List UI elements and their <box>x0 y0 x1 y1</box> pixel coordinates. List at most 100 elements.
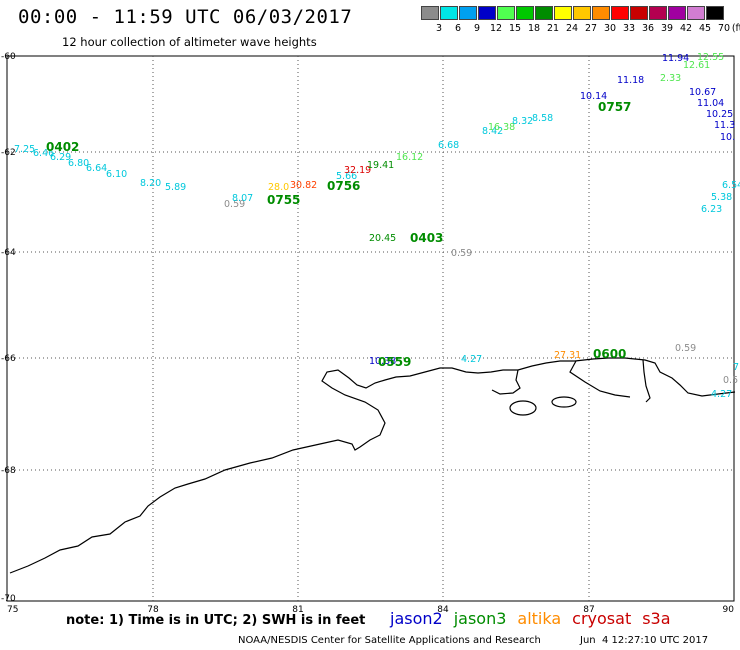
latitude-tick-label: -70 <box>1 594 16 604</box>
map-title: 00:00 - 11:59 UTC 06/03/2017 <box>18 6 353 28</box>
latitude-tick-label: -60 <box>1 52 16 62</box>
latitude-tick-label: -66 <box>1 354 16 364</box>
satellite-legend: jason2 jason3 altika cryosat s3a <box>390 609 682 628</box>
legend-label: 36 <box>641 23 655 34</box>
wave-height-label: 10.14 <box>580 91 607 102</box>
wave-height-label: 4.27 <box>711 389 732 400</box>
wave-height-label: 10. <box>720 132 735 143</box>
longitude-tick-label: 90 <box>723 605 735 615</box>
longitude-tick-label: 78 <box>147 605 159 615</box>
legend-label: 39 <box>660 23 674 34</box>
wave-height-label: 11.3 <box>714 120 735 131</box>
legend-swatch <box>611 6 629 20</box>
legend-label: 9 <box>473 23 481 34</box>
wave-height-label: 10.38 <box>369 356 396 367</box>
wave-height-label: 10.67 <box>689 87 716 98</box>
island <box>551 396 577 408</box>
legend-label: 42 <box>679 23 693 34</box>
legend-swatch <box>421 6 439 20</box>
legend-label: 30 <box>603 23 617 34</box>
legend-swatch <box>535 6 553 20</box>
wave-height-label: 32.19 <box>344 165 371 176</box>
wave-height-label: 0.59 <box>675 343 696 354</box>
wave-height-label: 8.32 <box>512 116 533 127</box>
wave-height-label: 30.82 <box>290 180 317 191</box>
wave-height-label: 6.23 <box>701 204 722 215</box>
wave-height-label: 0.59 <box>224 199 245 210</box>
wave-height-label: 7.25 <box>14 144 35 155</box>
track-time-label: 0600 <box>593 347 626 361</box>
wave-height-label: 7 <box>733 362 739 373</box>
map-frame <box>6 55 735 602</box>
legend-label: 24 <box>565 23 579 34</box>
track-time-label: 0403 <box>410 231 443 245</box>
legend-swatch <box>440 6 458 20</box>
wave-height-label: 28.0 <box>268 182 289 193</box>
wave-height-label: 5.38 <box>711 192 732 203</box>
wave-height-label: 0.5 <box>723 375 738 386</box>
wave-height-label: 27.31 <box>554 350 581 361</box>
wave-height-label: 8.42 <box>482 126 503 137</box>
footnote: note: 1) Time is in UTC; 2) SWH is in fe… <box>66 613 366 628</box>
wave-height-label: 6.64 <box>86 163 107 174</box>
latitude-tick-label: -62 <box>1 148 16 158</box>
legend-swatch <box>516 6 534 20</box>
longitude-tick-label: 75 <box>7 605 18 615</box>
satellite-name-s3a: s3a <box>642 609 671 628</box>
legend-swatch <box>630 6 648 20</box>
wave-height-labels: 7.256.466.296.806.646.108.20 5.890.598.07… <box>14 52 740 400</box>
longitude-tick-label: 84 <box>437 605 449 615</box>
wave-height-label: 6.80 <box>68 158 89 169</box>
legend-label: 3 <box>435 23 443 34</box>
track-time-label: 0402 <box>46 140 79 154</box>
wave-height-label: 16.12 <box>396 152 423 163</box>
wave-height-label: 19.41 <box>367 160 394 171</box>
longitude-tick-label: 81 <box>292 605 303 615</box>
wave-height-label: 5.89 <box>165 182 186 193</box>
wave-height-label: 10.25 <box>706 109 733 120</box>
legend-label: 12 <box>489 23 503 34</box>
island <box>509 400 537 416</box>
coastline-inner-line <box>491 369 521 395</box>
coastline-inner-line <box>642 359 651 403</box>
wave-height-label: 12.55 <box>697 52 724 63</box>
legend-swatch <box>573 6 591 20</box>
wave-height-label: 8.58 <box>532 113 553 124</box>
legend-label: 6 <box>454 23 462 34</box>
legend-label: 21 <box>546 23 560 34</box>
antarctic-coastline <box>9 357 736 574</box>
legend-swatch <box>554 6 572 20</box>
wave-height-label: 5.66 <box>336 171 357 182</box>
longitude-tick-label: 87 <box>583 605 594 615</box>
credit-line: NOAA/NESDIS Center for Satellite Applica… <box>238 635 541 646</box>
legend-label: 70 <box>717 23 731 34</box>
satellite-name-cryosat: cryosat <box>572 609 632 628</box>
legend-label: 27 <box>584 23 598 34</box>
legend-swatch <box>497 6 515 20</box>
satellite-name-jason2: jason2 <box>390 609 443 628</box>
latitude-tick-label: -68 <box>1 466 16 476</box>
wave-height-label: 12.61 <box>683 60 710 71</box>
track-time-label: 0755 <box>267 193 300 207</box>
track-time-label: 0756 <box>327 179 360 193</box>
wave-height-label: 4.27 <box>461 354 482 365</box>
wave-height-label: 0.59 <box>451 248 472 259</box>
generated-timestamp: Jun 4 12:27:10 UTC 2017 <box>580 635 709 646</box>
wave-height-label: 16.38 <box>488 122 515 133</box>
wave-height-label: 11.94 <box>662 53 689 64</box>
track-time-label: 0559 <box>378 355 411 369</box>
track-time-label: 0757 <box>598 100 631 114</box>
legend-swatch <box>687 6 705 20</box>
legend-swatch <box>478 6 496 20</box>
wave-height-label: 8.20 <box>140 178 161 189</box>
wave-height-label: 6.29 <box>50 152 71 163</box>
wave-height-label: 2.33 <box>660 73 681 84</box>
legend-swatch <box>649 6 667 20</box>
legend-label: 33 <box>622 23 636 34</box>
legend-label: 45 <box>698 23 712 34</box>
legend-label: 18 <box>527 23 541 34</box>
map-subtitle: 12 hour collection of altimeter wave hei… <box>62 35 317 49</box>
wave-height-label: 6.54 <box>722 180 740 191</box>
